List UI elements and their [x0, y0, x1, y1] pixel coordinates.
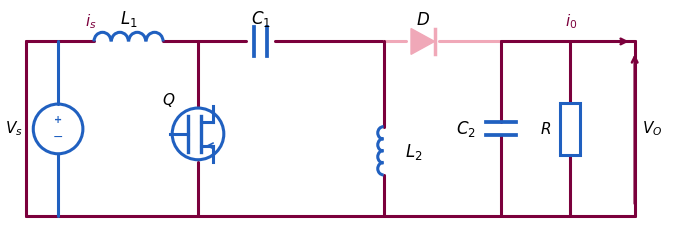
- Text: $\mathbf{\it{C_1}}$: $\mathbf{\it{C_1}}$: [251, 8, 271, 29]
- Text: $\mathbf{\it{L_2}}$: $\mathbf{\it{L_2}}$: [406, 142, 423, 162]
- Text: $i_0$: $i_0$: [565, 12, 577, 30]
- Text: $i_s$: $i_s$: [84, 12, 96, 30]
- Text: $\mathbf{\it{L_1}}$: $\mathbf{\it{L_1}}$: [120, 8, 138, 29]
- Text: $\mathbf{\it{V_s}}$: $\mathbf{\it{V_s}}$: [5, 120, 23, 138]
- Text: $R$: $R$: [540, 121, 551, 137]
- Text: +: +: [54, 115, 62, 125]
- Text: $\mathbf{\it{D}}$: $\mathbf{\it{D}}$: [416, 11, 430, 29]
- Text: −: −: [53, 131, 63, 144]
- Text: $\mathbf{\it{Q}}$: $\mathbf{\it{Q}}$: [162, 91, 175, 109]
- Bar: [560, 103, 580, 155]
- Polygon shape: [411, 29, 434, 54]
- Text: $\mathbf{\it{V_O}}$: $\mathbf{\it{V_O}}$: [642, 120, 662, 138]
- Text: $\mathbf{\it{C_2}}$: $\mathbf{\it{C_2}}$: [456, 119, 476, 139]
